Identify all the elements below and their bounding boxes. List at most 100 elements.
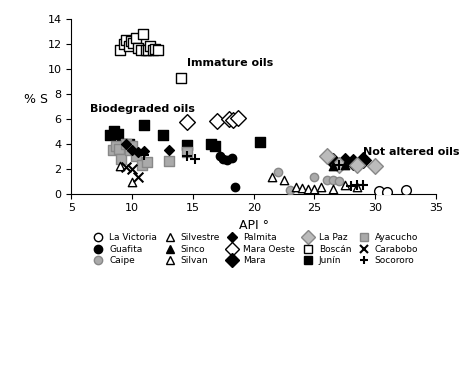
Point xyxy=(310,185,318,192)
Point xyxy=(323,177,330,183)
Point xyxy=(223,157,231,163)
Point xyxy=(375,188,383,194)
Point xyxy=(228,155,236,161)
Point xyxy=(116,47,124,53)
Point xyxy=(341,182,349,188)
Point xyxy=(141,148,148,154)
Point xyxy=(402,187,410,193)
Point xyxy=(329,177,337,184)
Point xyxy=(216,153,223,159)
Text: Immature oils: Immature oils xyxy=(187,58,273,68)
X-axis label: API °: API ° xyxy=(239,219,269,232)
Point xyxy=(208,141,215,147)
Text: Not altered oils: Not altered oils xyxy=(363,147,460,157)
Point xyxy=(152,46,159,52)
Point xyxy=(310,174,318,180)
Point xyxy=(126,147,134,153)
Point xyxy=(372,163,379,169)
Point xyxy=(383,188,391,195)
Point xyxy=(135,44,142,51)
Point xyxy=(129,40,137,46)
Point xyxy=(268,174,276,180)
Point xyxy=(234,115,242,121)
Point xyxy=(341,157,349,163)
Point xyxy=(159,132,166,138)
Point xyxy=(165,147,173,153)
Point xyxy=(114,131,121,137)
Y-axis label: % S: % S xyxy=(25,93,48,106)
Point xyxy=(122,37,130,43)
Point xyxy=(353,182,361,188)
Point xyxy=(115,146,123,152)
Point xyxy=(359,157,367,163)
Point xyxy=(149,47,156,53)
Point xyxy=(122,141,130,147)
Point xyxy=(329,163,337,169)
Point xyxy=(280,177,288,183)
Point xyxy=(347,183,355,189)
Point xyxy=(128,143,136,149)
Point xyxy=(256,139,264,146)
Point xyxy=(139,31,147,37)
Point xyxy=(128,179,136,185)
Point xyxy=(213,117,221,124)
Point xyxy=(128,147,136,153)
Point xyxy=(118,141,126,147)
Point xyxy=(359,182,367,188)
Point xyxy=(341,162,349,168)
Point xyxy=(142,47,149,53)
Point xyxy=(335,162,343,168)
Point xyxy=(109,147,117,153)
Point xyxy=(113,143,120,149)
Point xyxy=(141,122,148,128)
Point xyxy=(141,152,148,158)
Point xyxy=(353,163,361,169)
Point xyxy=(118,155,125,162)
Point xyxy=(135,149,142,155)
Point xyxy=(299,185,306,191)
Point xyxy=(125,43,132,49)
Point xyxy=(191,155,199,162)
Point xyxy=(274,169,282,175)
Point xyxy=(138,162,146,168)
Point xyxy=(353,184,361,190)
Point xyxy=(183,119,191,125)
Point xyxy=(183,149,191,155)
Point xyxy=(286,187,294,193)
Point xyxy=(183,153,191,159)
Point xyxy=(120,41,128,47)
Point xyxy=(154,47,162,53)
Point xyxy=(122,164,130,170)
Point xyxy=(137,47,145,53)
Point xyxy=(229,117,237,123)
Point xyxy=(116,163,124,169)
Point xyxy=(329,157,337,163)
Point xyxy=(323,153,330,159)
Point xyxy=(305,185,312,192)
Point xyxy=(135,174,142,180)
Point xyxy=(125,141,132,147)
Point xyxy=(127,38,135,44)
Point xyxy=(256,139,264,146)
Point xyxy=(165,158,173,164)
Point xyxy=(335,162,343,168)
Point xyxy=(122,141,130,147)
Point xyxy=(128,166,136,172)
Point xyxy=(317,184,324,190)
Point xyxy=(335,178,343,184)
Point xyxy=(177,74,184,81)
Point xyxy=(211,143,219,149)
Point xyxy=(226,116,233,122)
Point xyxy=(183,142,191,148)
Point xyxy=(329,185,337,192)
Point xyxy=(110,128,118,134)
Point xyxy=(132,35,140,41)
Point xyxy=(219,155,227,162)
Point xyxy=(107,132,114,138)
Point xyxy=(232,184,239,190)
Text: Biodegraded oils: Biodegraded oils xyxy=(90,104,194,114)
Point xyxy=(146,43,154,49)
Legend: La Victoria, Guafita, Caipe, Silvestre, Sinco, Silvan, Palmita, Mara Oeste, Mara: La Victoria, Guafita, Caipe, Silvestre, … xyxy=(89,233,418,265)
Point xyxy=(144,47,152,53)
Point xyxy=(143,159,151,165)
